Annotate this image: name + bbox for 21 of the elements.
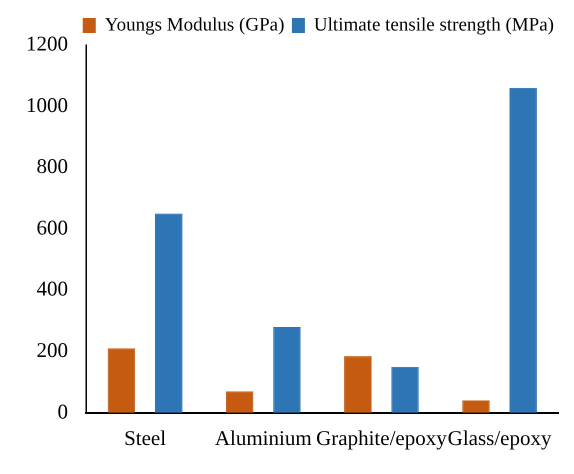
y-tick-label: 600 — [36, 215, 68, 240]
x-tick-label: Aluminium — [214, 426, 312, 450]
bar — [391, 366, 419, 413]
bar — [226, 391, 254, 413]
y-tick-label: 400 — [36, 276, 68, 301]
y-tick-label: 200 — [36, 338, 68, 362]
x-tick-label: Steel — [124, 426, 166, 450]
y-tick-label: 0 — [58, 399, 68, 424]
legend-label: Ultimate tensile strength (MPa) — [314, 14, 554, 36]
bar — [462, 400, 490, 413]
bar — [108, 348, 136, 413]
x-tick-label: Glass/epoxy — [448, 426, 552, 450]
bar — [273, 326, 301, 413]
legend-label: Youngs Modulus (GPa) — [104, 14, 284, 36]
bar — [344, 356, 372, 413]
x-tick-label: Graphite/epoxy — [316, 426, 448, 450]
y-tick-label: 1000 — [26, 92, 68, 117]
y-tick-label: 1200 — [26, 32, 68, 56]
bar — [510, 88, 537, 413]
y-tick-label: 800 — [36, 154, 68, 178]
bar — [155, 214, 182, 413]
